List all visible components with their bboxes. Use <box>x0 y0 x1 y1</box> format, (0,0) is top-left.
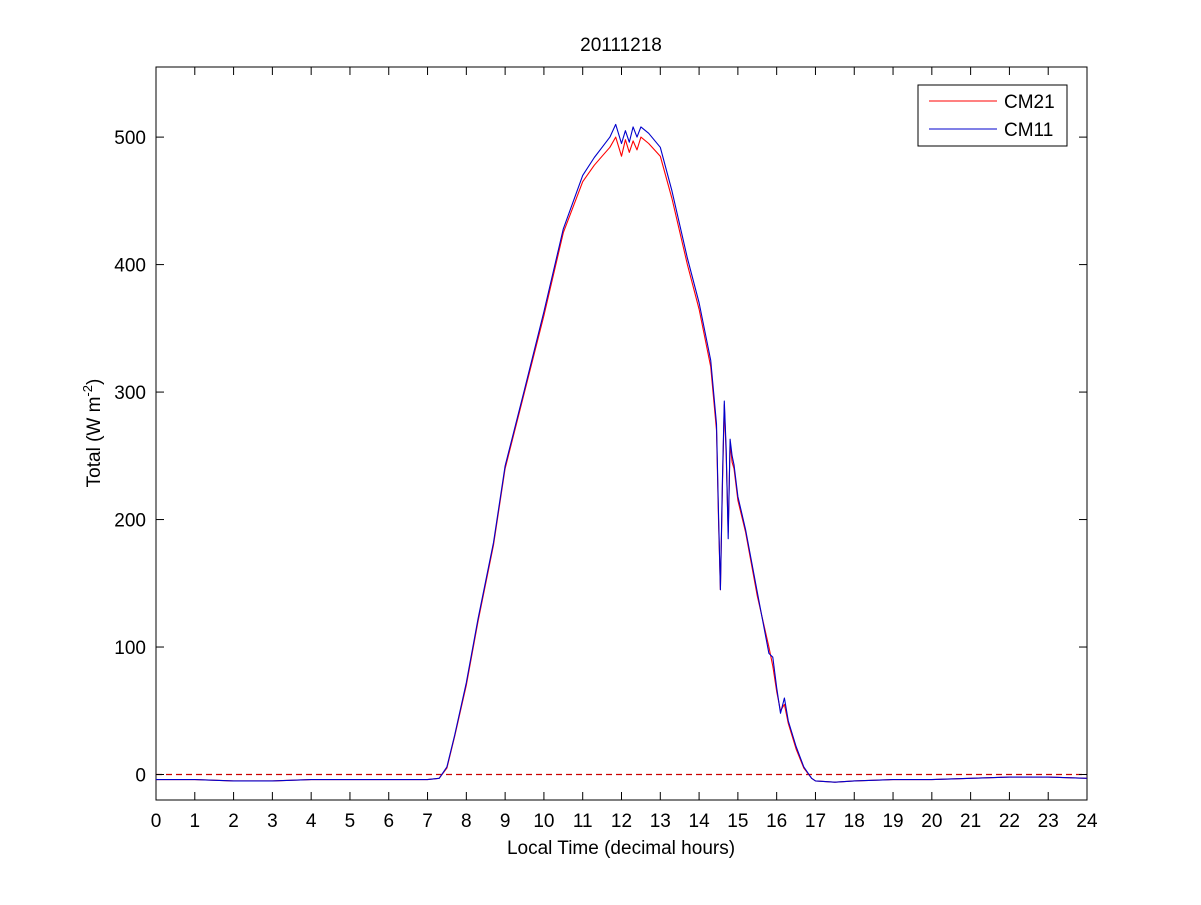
x-tick-label: 19 <box>882 811 903 832</box>
legend-label-cm11: CM11 <box>1004 120 1053 141</box>
x-tick-label: 1 <box>190 811 201 832</box>
series-line-cm11 <box>156 123 1088 783</box>
x-tick-label: 11 <box>573 811 593 832</box>
chart-title: 20111218 <box>580 35 662 56</box>
x-tick-label: 24 <box>1076 811 1098 832</box>
x-tick-label: 22 <box>999 811 1020 832</box>
x-tick-label: 20 <box>921 811 942 832</box>
plot-area <box>155 66 1088 801</box>
x-tick-label: 6 <box>383 811 394 832</box>
y-tick-label: 400 <box>114 256 146 277</box>
legend-label-cm21: CM21 <box>1004 92 1055 113</box>
x-tick-label: 2 <box>228 811 239 832</box>
x-tick-label: 18 <box>844 811 865 832</box>
y-tick-label: 300 <box>114 383 146 404</box>
x-tick-label: 3 <box>267 811 278 832</box>
x-tick-label: 23 <box>1038 811 1059 832</box>
x-tick-label: 0 <box>151 811 162 832</box>
x-tick-label: 13 <box>650 811 671 832</box>
x-tick-label: 7 <box>422 811 433 832</box>
y-axis-ticks: 0 100 200 300 400 500 <box>114 128 1087 787</box>
y-axis-label-main: Total (W m <box>84 397 105 488</box>
x-axis-label: Local Time (decimal hours) <box>507 838 735 859</box>
x-tick-label: 15 <box>727 811 748 832</box>
x-tick-label: 8 <box>461 811 472 832</box>
y-tick-label: 0 <box>135 766 146 787</box>
x-tick-label: 21 <box>960 811 981 832</box>
x-tick-label: 17 <box>805 811 826 832</box>
x-tick-label: 12 <box>611 811 632 832</box>
y-axis-label: Total (W m-2) <box>80 379 105 488</box>
x-tick-label: 4 <box>306 811 317 832</box>
x-tick-label: 16 <box>766 811 787 832</box>
legend: CM21 CM11 <box>917 84 1068 147</box>
x-tick-label: 5 <box>345 811 356 832</box>
y-tick-label: 100 <box>114 638 146 659</box>
y-axis-label-superscript: -2 <box>80 385 95 397</box>
legend-box <box>917 84 1068 147</box>
series-layer <box>156 123 1088 783</box>
x-tick-label: 14 <box>689 811 711 832</box>
x-axis-ticks: 0 1 2 3 4 5 6 7 8 9 10 11 12 13 14 15 16 17 18 19 20 21 22 23 24 <box>151 67 1098 832</box>
x-tick-label: 10 <box>533 811 554 832</box>
x-tick-label: 9 <box>500 811 511 832</box>
y-tick-label: 500 <box>114 128 146 149</box>
y-tick-label: 200 <box>114 511 146 532</box>
y-axis-label-close: ) <box>84 379 105 385</box>
